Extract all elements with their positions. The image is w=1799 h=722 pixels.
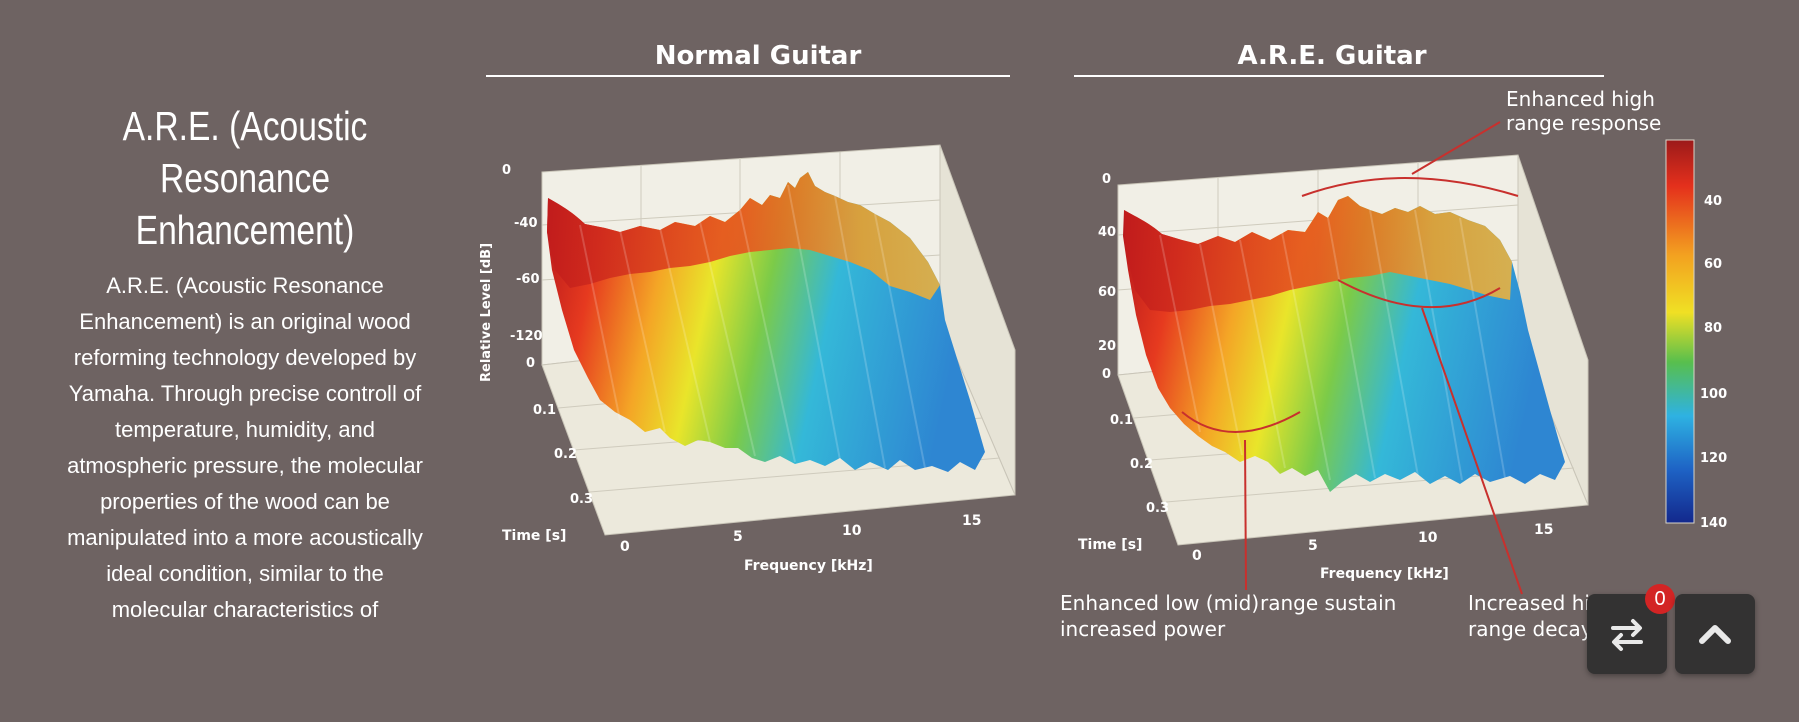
normal-time-tick: 0.3 <box>570 492 593 507</box>
compare-button[interactable]: 0 <box>1587 584 1675 674</box>
are-time-tick: 0.3 <box>1146 501 1169 516</box>
are-level-tick: 0 <box>1102 367 1111 382</box>
are-level-tick: 0 <box>1102 172 1111 187</box>
are-xlabel: Frequency [kHz] <box>1320 566 1449 582</box>
low-sustain-arc <box>1181 411 1301 433</box>
are-ridges <box>1159 209 1506 481</box>
are-surface-crest <box>1124 196 1512 312</box>
are-freq-tick: 10 <box>1418 530 1438 546</box>
section-text: A.R.E. (Acoustic Resonance Enhancement) … <box>60 100 430 628</box>
low-sustain-leader <box>1244 439 1247 591</box>
normal-time-tick: 0.1 <box>533 403 556 418</box>
swap-arrows-icon <box>1611 619 1643 651</box>
are-time-tick: 0.2 <box>1130 457 1153 472</box>
compare-count-badge: 0 <box>1645 584 1675 614</box>
normal-freq-tick: 10 <box>842 523 862 539</box>
high-response-leader <box>1411 121 1501 175</box>
section-description: A.R.E. (Acoustic Resonance Enhancement) … <box>67 273 423 622</box>
low-sustain-label: Enhanced low (mid) <box>1060 591 1259 615</box>
normal-ylabel: Relative Level [dB] <box>479 243 494 382</box>
high-decay-label: range decay <box>1468 617 1593 641</box>
colorbar-tick: 140 <box>1700 516 1727 531</box>
are-guitar-title: A.R.E. Guitar <box>1237 41 1426 71</box>
spectrum-figure: Normal Guitar 0 -40 <box>470 0 1799 722</box>
high-response-label: Enhanced high <box>1506 87 1655 111</box>
high-decay-leader <box>1421 307 1523 595</box>
low-sustain-label: increased power <box>1060 617 1226 641</box>
normal-xlabel: Frequency [kHz] <box>744 558 873 574</box>
normal-level-tick: -120 <box>510 329 543 344</box>
section-title: A.R.E. (Acoustic Resonance Enhancement) <box>122 103 368 253</box>
are-freq-ticks: 0 5 10 15 <box>1192 522 1553 564</box>
normal-time-ticks: 0.1 0.2 0.3 <box>533 403 593 507</box>
normal-zlabel: Time [s] <box>502 528 566 544</box>
normal-time-tick: 0.2 <box>554 447 577 462</box>
colorbar-tick: 120 <box>1700 451 1727 466</box>
colorbar <box>1665 139 1695 524</box>
are-zlabel: Time [s] <box>1078 537 1142 553</box>
normal-level-tick: -60 <box>516 272 540 287</box>
are-level-tick: 40 <box>1098 225 1116 240</box>
are-annotation-lines <box>1181 121 1523 595</box>
are-annotations: Enhanced high range response Enhanced lo… <box>1060 87 1661 641</box>
normal-level-ticks: 0 -40 -60 -120 0 <box>502 163 543 371</box>
spectrum-figure-svg: Normal Guitar 0 -40 <box>479 41 1727 641</box>
normal-freq-tick: 15 <box>962 513 981 529</box>
normal-level-tick: -40 <box>514 216 538 231</box>
range-sustain-label: range sustain <box>1260 591 1396 615</box>
high-response-label: range response <box>1506 111 1661 135</box>
colorbar-ticks: 40 60 80 100 120 140 <box>1700 194 1727 531</box>
colorbar-tick: 80 <box>1704 321 1722 336</box>
normal-freq-ticks: 0 5 10 15 <box>620 513 981 555</box>
normal-level-tick: 0 <box>526 356 535 371</box>
normal-ridges <box>579 184 926 469</box>
chevron-up-icon <box>1699 625 1731 644</box>
are-level-tick: 20 <box>1098 339 1116 354</box>
normal-surface-crest <box>547 172 940 300</box>
normal-freq-tick: 5 <box>733 529 743 545</box>
colorbar-tick: 100 <box>1700 387 1727 402</box>
normal-level-tick: 0 <box>502 163 511 178</box>
are-freq-tick: 5 <box>1308 538 1318 554</box>
are-freq-tick: 15 <box>1534 522 1553 538</box>
are-time-tick: 0.1 <box>1110 413 1133 428</box>
back-to-top-button[interactable] <box>1675 594 1755 674</box>
colorbar-tick: 60 <box>1704 257 1722 272</box>
normal-guitar-title: Normal Guitar <box>655 41 862 71</box>
colorbar-tick: 40 <box>1704 194 1722 209</box>
are-level-ticks: 0 40 60 20 0 <box>1098 172 1116 382</box>
normal-freq-tick: 0 <box>620 539 630 555</box>
are-level-tick: 60 <box>1098 285 1116 300</box>
are-time-ticks: 0.1 0.2 0.3 <box>1110 413 1169 516</box>
high-response-arc <box>1301 177 1519 197</box>
high-decay-arc <box>1337 279 1501 309</box>
are-freq-tick: 0 <box>1192 548 1202 564</box>
